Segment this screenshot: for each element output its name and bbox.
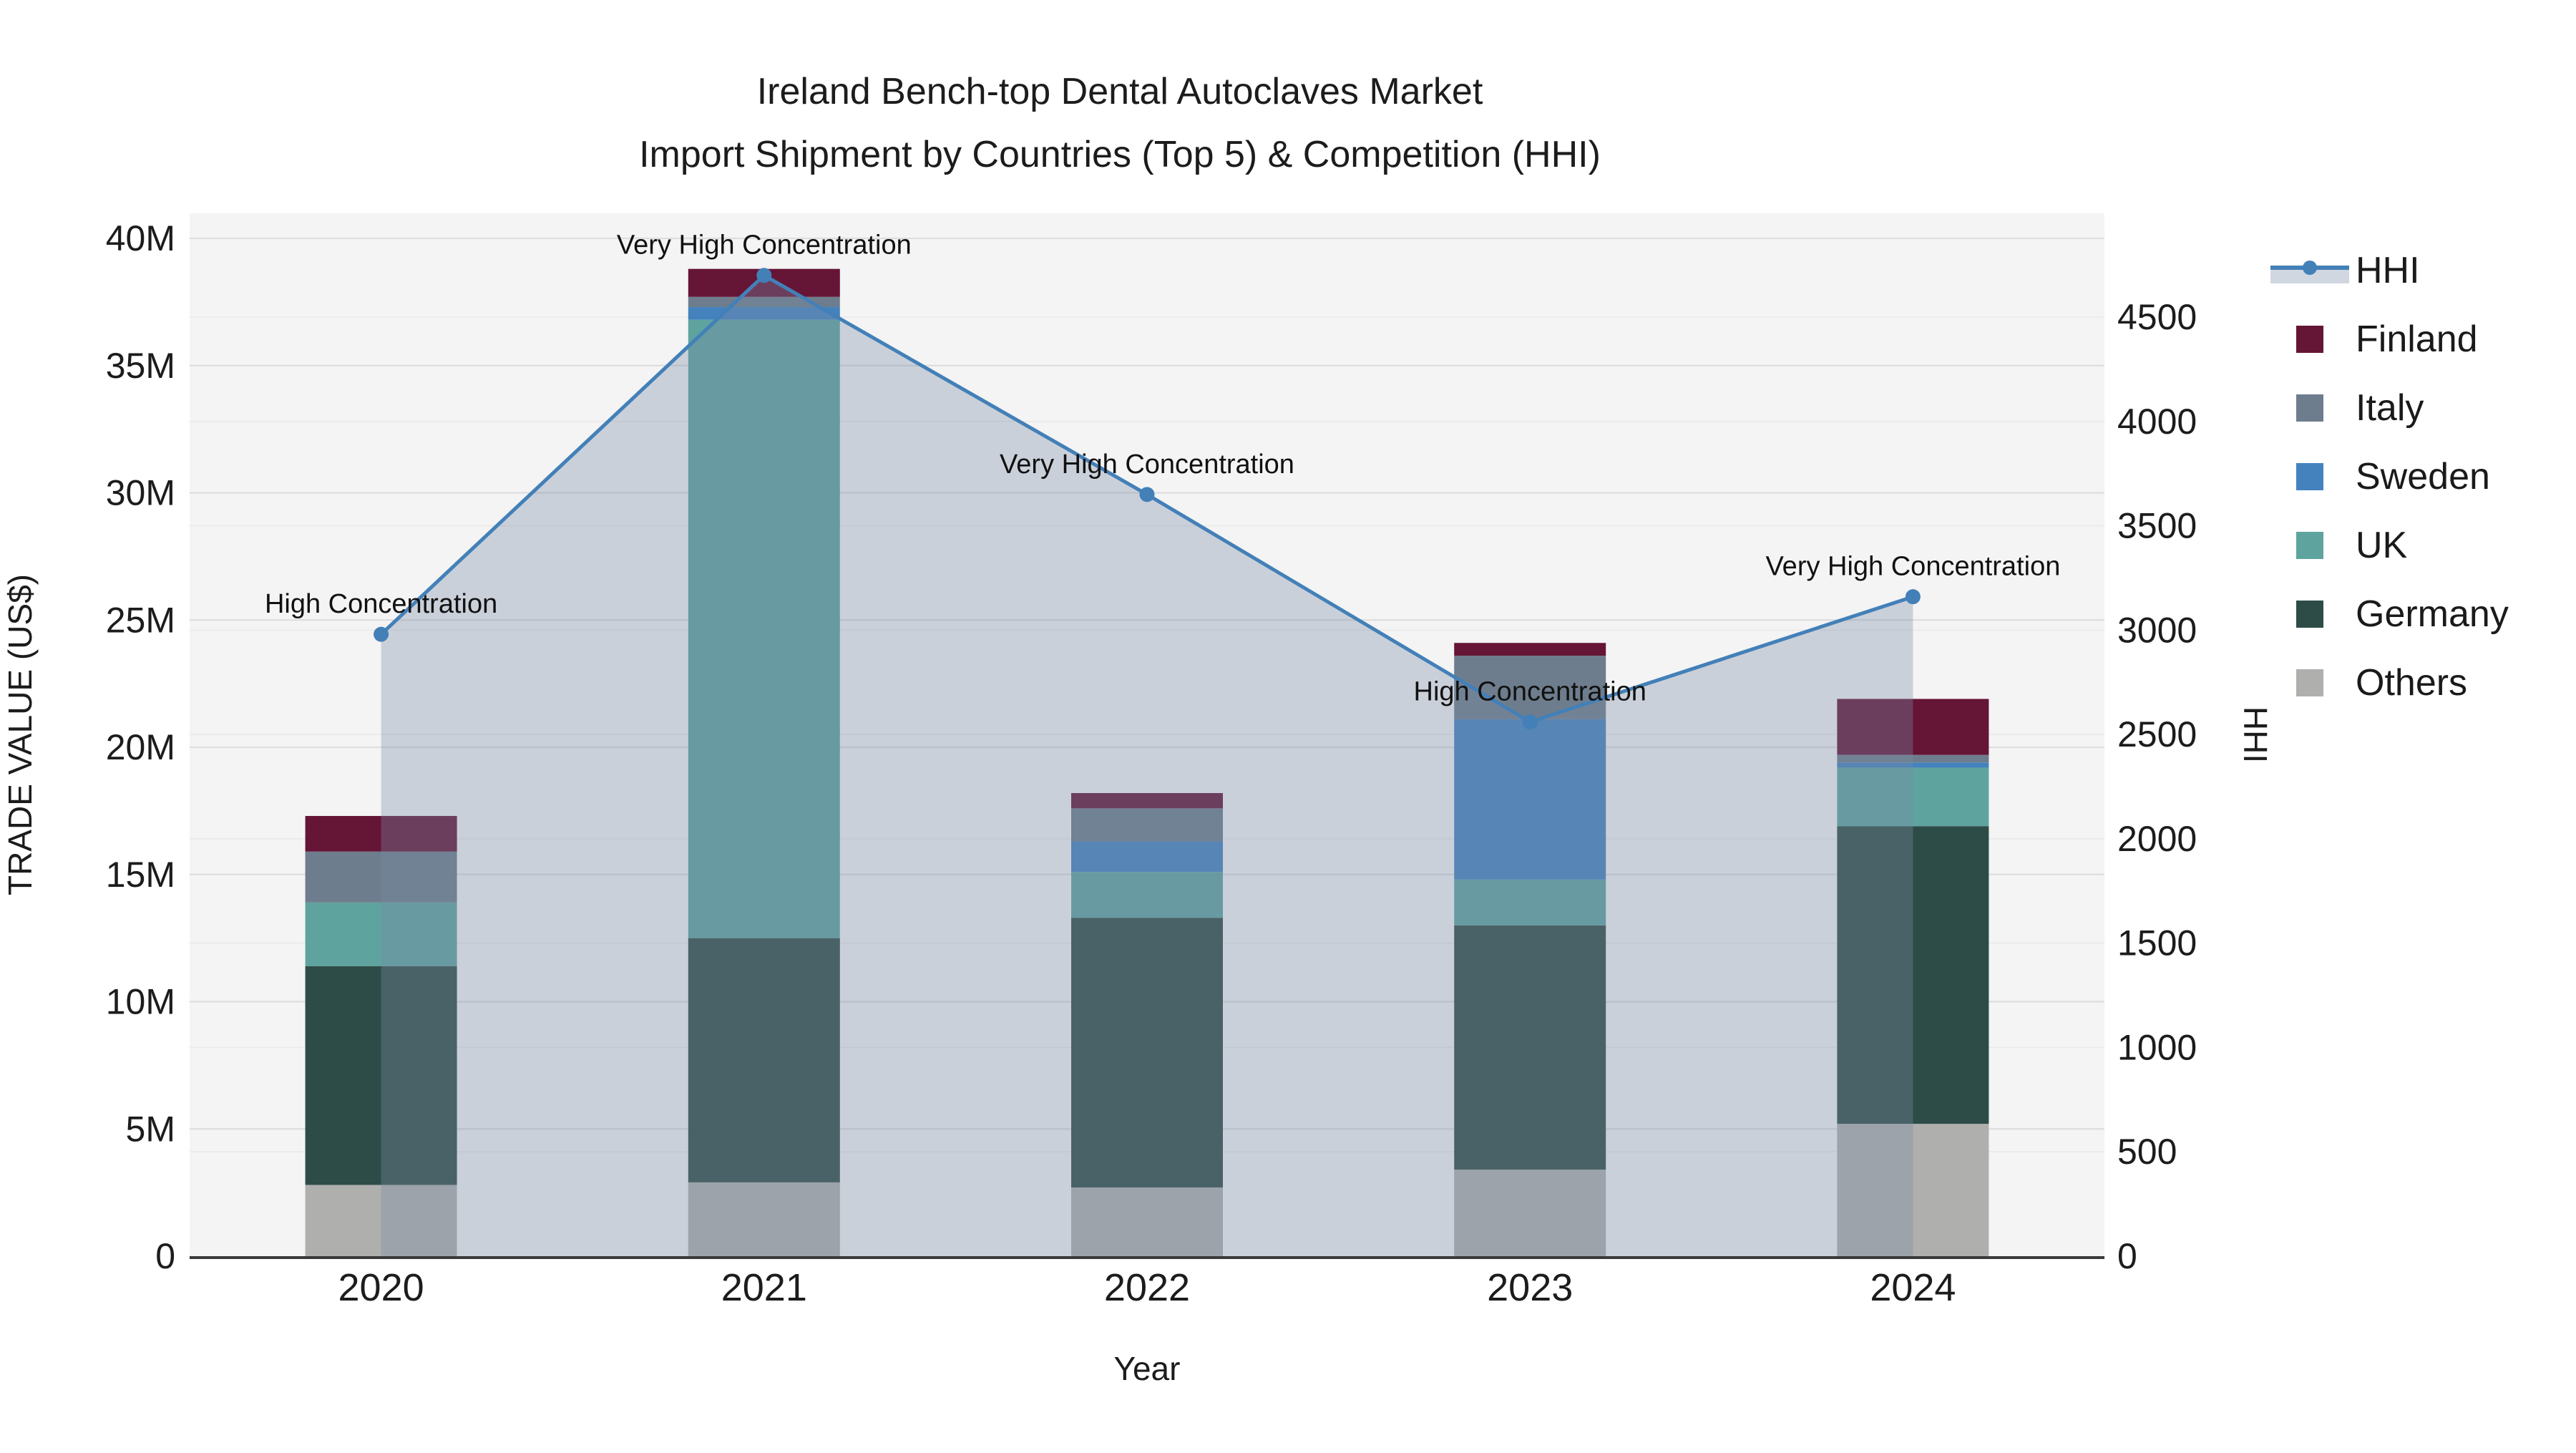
bar-segment-sweden[interactable]	[1837, 762, 1989, 768]
annotation: Very High Concentration	[1765, 552, 2060, 582]
series-swatch-icon	[2270, 601, 2350, 628]
bar-segment-italy[interactable]	[1071, 808, 1223, 842]
y-left-tick: 15M	[106, 855, 175, 895]
y-left-tick: 25M	[106, 600, 175, 640]
y-left-tick: 40M	[106, 218, 175, 258]
bar-segment-sweden[interactable]	[1454, 719, 1606, 880]
legend-item-germany[interactable]: Germany	[2270, 580, 2509, 648]
swatch	[2296, 463, 2323, 490]
y-right-tick: 4000	[2117, 402, 2197, 442]
y-right-tick: 500	[2117, 1132, 2177, 1172]
bar-segment-finland[interactable]	[1071, 792, 1223, 809]
legend-label: Sweden	[2356, 456, 2490, 497]
bar-segment-uk[interactable]	[1454, 879, 1606, 925]
swatch	[2296, 394, 2323, 422]
y-right-tick: 1000	[2117, 1027, 2197, 1067]
bar-segment-others[interactable]	[1837, 1124, 1989, 1256]
swatch	[2296, 669, 2323, 696]
bar-segment-uk[interactable]	[1837, 767, 1989, 827]
bar-segment-sweden[interactable]	[1071, 841, 1223, 873]
bar-segment-others[interactable]	[688, 1182, 840, 1256]
hhi-marker[interactable]	[374, 626, 389, 642]
y-right-tick: 2500	[2117, 714, 2197, 754]
hhi-area-fill	[381, 275, 1913, 1256]
swatch	[2296, 601, 2323, 628]
y-right-tick: 3000	[2117, 610, 2197, 650]
x-tick: 2021	[721, 1266, 807, 1309]
annotation: High Concentration	[265, 589, 497, 619]
y-left-tick: 35M	[106, 346, 175, 386]
legend-label: UK	[2356, 525, 2408, 566]
bar-segment-uk[interactable]	[1071, 872, 1223, 918]
y-right-tick: 4500	[2117, 297, 2197, 337]
y-left-tick: 0	[155, 1236, 175, 1276]
legend-item-italy[interactable]: Italy	[2270, 374, 2509, 442]
hhi-line-icon	[2270, 255, 2350, 286]
y-left-tick: 5M	[126, 1109, 175, 1149]
swatch	[2296, 326, 2323, 353]
swatch	[2296, 532, 2323, 559]
bar-segment-germany[interactable]	[1454, 925, 1606, 1170]
bar-segment-italy[interactable]	[688, 296, 840, 307]
series-swatch-icon	[2270, 394, 2350, 422]
y-left-axis-title: TRADE VALUE (US$)	[1, 574, 39, 895]
x-tick: 2024	[1870, 1266, 1956, 1309]
x-tick: 2020	[338, 1266, 424, 1309]
bar-segment-others[interactable]	[1071, 1187, 1223, 1256]
legend-label: Italy	[2356, 387, 2424, 429]
bar-segment-italy[interactable]	[1837, 754, 1989, 763]
bar-segment-italy[interactable]	[1454, 656, 1606, 719]
chart-title: Ireland Bench-top Dental Autoclaves Mark…	[639, 60, 1601, 186]
x-tick: 2022	[1104, 1266, 1190, 1309]
y-right-tick: 3500	[2117, 506, 2197, 546]
legend-label: Finland	[2356, 319, 2478, 360]
y-right-axis-title: HHI	[2237, 706, 2274, 763]
legend: HHI Finland Italy Sweden UK Germany Others	[2270, 236, 2509, 717]
chart-title-line1: Ireland Bench-top Dental Autoclaves Mark…	[756, 71, 1483, 112]
x-tick: 2023	[1487, 1266, 1573, 1309]
series-swatch-icon	[2270, 669, 2350, 696]
bar-segment-uk[interactable]	[688, 319, 840, 938]
legend-item-sweden[interactable]: Sweden	[2270, 442, 2509, 511]
bar-segment-others[interactable]	[305, 1185, 457, 1256]
legend-label: Germany	[2356, 593, 2509, 635]
bar-segment-italy[interactable]	[305, 851, 457, 903]
bar-segment-finland[interactable]	[1454, 643, 1606, 656]
y-left-tick: 10M	[106, 982, 175, 1022]
bar-segment-germany[interactable]	[1837, 826, 1989, 1124]
hhi-marker[interactable]	[756, 268, 772, 283]
annotation: High Concentration	[1414, 677, 1646, 707]
legend-item-uk[interactable]: UK	[2270, 511, 2509, 580]
legend-item-hhi[interactable]: HHI	[2270, 236, 2509, 305]
hhi-marker[interactable]	[1139, 487, 1155, 502]
hhi-marker[interactable]	[1905, 589, 1921, 605]
legend-item-finland[interactable]: Finland	[2270, 305, 2509, 374]
series-swatch-icon	[2270, 326, 2350, 353]
annotation: Very High Concentration	[1000, 449, 1294, 480]
y-right-tick: 1500	[2117, 923, 2197, 963]
legend-item-others[interactable]: Others	[2270, 648, 2509, 717]
bar-segment-others[interactable]	[1454, 1170, 1606, 1256]
legend-label: HHI	[2356, 250, 2420, 291]
chart-title-line2: Import Shipment by Countries (Top 5) & C…	[639, 134, 1601, 175]
bar-segment-germany[interactable]	[1071, 918, 1223, 1188]
bar-segment-germany[interactable]	[688, 938, 840, 1182]
y-left-tick: 30M	[106, 473, 175, 513]
hhi-marker[interactable]	[1522, 714, 1538, 730]
y-right-tick: 2000	[2117, 819, 2197, 859]
series-swatch-icon	[2270, 463, 2350, 490]
x-axis-title: Year	[1114, 1350, 1181, 1387]
annotation: Very High Concentration	[617, 230, 912, 261]
y-right-tick: 0	[2117, 1236, 2137, 1276]
y-left-tick: 20M	[106, 727, 175, 767]
bar-segment-germany[interactable]	[305, 966, 457, 1185]
bar-segment-uk[interactable]	[305, 902, 457, 966]
bar-segment-finland[interactable]	[305, 815, 457, 852]
bar-segment-finland[interactable]	[1837, 699, 1989, 755]
legend-label: Others	[2356, 662, 2468, 704]
series-swatch-icon	[2270, 532, 2350, 559]
